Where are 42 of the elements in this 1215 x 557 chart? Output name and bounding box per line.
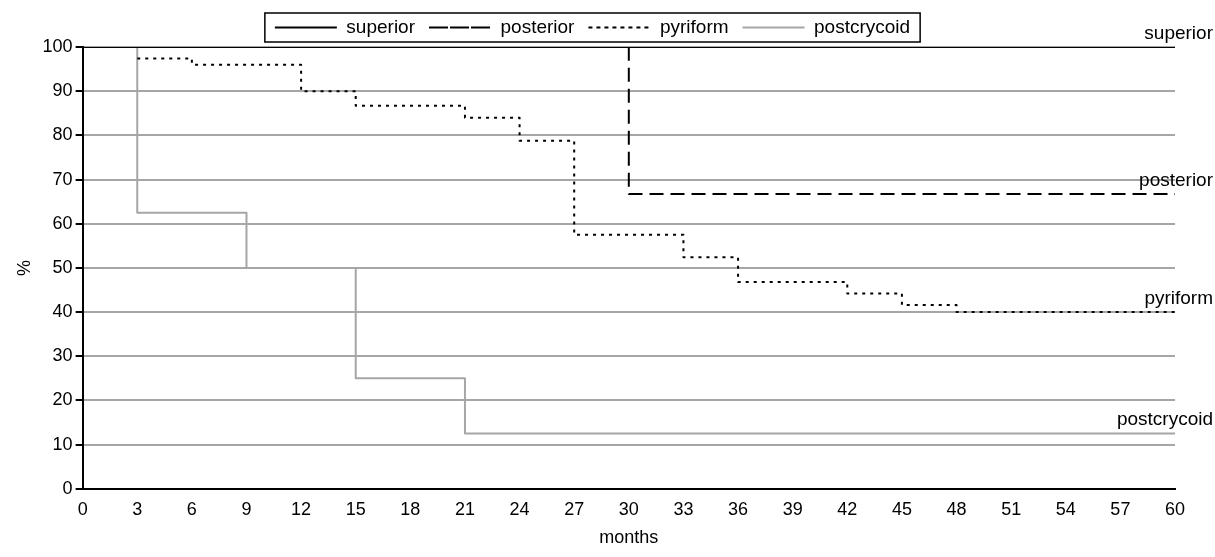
text: pyriform bbox=[1144, 286, 1213, 308]
legend-label: pyriform bbox=[659, 15, 729, 37]
x-tick-label: 39 bbox=[782, 498, 803, 519]
x-tick-label: 48 bbox=[946, 498, 967, 519]
x-tick-label: 21 bbox=[454, 498, 475, 519]
x-tick-label: 57 bbox=[1110, 498, 1131, 519]
y-tick-label: 0 bbox=[62, 477, 73, 498]
x-tick-label: 3 bbox=[132, 498, 143, 519]
x-tick-label: 33 bbox=[673, 498, 694, 519]
x-tick-label: 51 bbox=[1001, 498, 1022, 519]
x-tick-label: 45 bbox=[891, 498, 912, 519]
x-tick-label: 12 bbox=[291, 498, 312, 519]
y-tick-label: 50 bbox=[52, 256, 73, 277]
text: postcrycoid bbox=[1116, 408, 1213, 430]
y-tick-label: 30 bbox=[52, 345, 73, 366]
x-tick-label: 18 bbox=[400, 498, 421, 519]
y-axis-title: % bbox=[13, 259, 34, 276]
x-tick-label: 0 bbox=[77, 498, 88, 519]
legend-label: postcrycoid bbox=[814, 15, 911, 37]
x-tick-label: 30 bbox=[618, 498, 639, 519]
y-tick-label: 80 bbox=[52, 124, 73, 145]
x-tick-label: 15 bbox=[345, 498, 366, 519]
x-tick-label: 24 bbox=[509, 498, 530, 519]
x-tick-label: 60 bbox=[1164, 498, 1186, 519]
x-axis-title: months bbox=[599, 527, 659, 548]
y-tick-label: 60 bbox=[52, 212, 73, 233]
y-tick-label: 100 bbox=[42, 35, 73, 56]
y-tick-label: 40 bbox=[52, 301, 73, 322]
x-tick-label: 36 bbox=[728, 498, 749, 519]
text: superior bbox=[1144, 21, 1213, 43]
legend-label: superior bbox=[346, 15, 416, 37]
x-tick-label: 27 bbox=[564, 498, 585, 519]
legend-label: posterior bbox=[500, 15, 576, 37]
y-tick-label: 70 bbox=[52, 168, 73, 189]
x-tick-label: 42 bbox=[837, 498, 858, 519]
x-tick-label: 9 bbox=[241, 498, 252, 519]
x-tick-label: 54 bbox=[1055, 498, 1076, 519]
y-tick-label: 20 bbox=[52, 389, 73, 410]
y-tick-label: 90 bbox=[52, 80, 73, 101]
y-tick-label: 10 bbox=[52, 433, 73, 454]
x-tick-label: 6 bbox=[186, 498, 197, 519]
text: posterior bbox=[1139, 168, 1213, 190]
